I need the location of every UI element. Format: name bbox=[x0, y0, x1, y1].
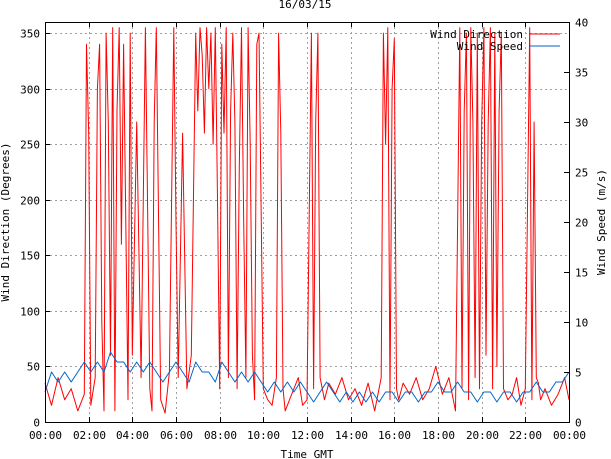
series-line-wind-speed bbox=[44, 351, 570, 403]
x-tick-label: 00:00 bbox=[553, 429, 586, 442]
series-layer bbox=[44, 27, 570, 414]
x-tick-label: 02:00 bbox=[73, 429, 106, 442]
y-right-tick-label: 20 bbox=[575, 217, 588, 230]
x-tick-label: 16:00 bbox=[378, 429, 411, 442]
y-left-tick-label: 0 bbox=[33, 417, 40, 430]
y-left-tick-label: 250 bbox=[20, 139, 40, 152]
y-right-tick-labels: 0 5 10 15 20 25 30 35 40 bbox=[575, 17, 588, 430]
chart-title: 16/03/15 bbox=[279, 0, 332, 11]
x-tick-label: 22:00 bbox=[509, 429, 542, 442]
y-left-tick-label: 200 bbox=[20, 195, 40, 208]
x-tick-label: 18:00 bbox=[422, 429, 455, 442]
y-left-tick-label: 50 bbox=[27, 361, 40, 374]
x-tick-label: 10:00 bbox=[247, 429, 280, 442]
y-right-tick-label: 10 bbox=[575, 317, 588, 330]
tick-marks bbox=[45, 22, 570, 423]
y-right-tick-label: 5 bbox=[575, 367, 582, 380]
x-tick-label: 14:00 bbox=[335, 429, 368, 442]
y-axis-right-label: Wind Speed (m/s) bbox=[595, 169, 608, 275]
y-right-tick-label: 15 bbox=[575, 267, 588, 280]
x-tick-label: 12:00 bbox=[291, 429, 324, 442]
grid-lines bbox=[45, 22, 569, 422]
series-line-wind-direction bbox=[44, 27, 570, 414]
y-left-tick-labels: 0 50 100 150 200 250 300 350 bbox=[20, 28, 40, 430]
x-tick-labels: 00:00 02:00 04:00 06:00 08:00 10:00 12:00 14:00… bbox=[29, 429, 586, 442]
x-tick-label: 20:00 bbox=[466, 429, 499, 442]
legend-label-wind-speed: Wind Speed bbox=[457, 40, 523, 53]
y-right-tick-label: 40 bbox=[575, 17, 588, 30]
y-right-tick-label: 25 bbox=[575, 167, 588, 180]
y-left-tick-label: 100 bbox=[20, 306, 40, 319]
x-tick-label: 08:00 bbox=[204, 429, 237, 442]
x-tick-label: 06:00 bbox=[160, 429, 193, 442]
y-right-tick-label: 0 bbox=[575, 417, 582, 430]
x-tick-label: 00:00 bbox=[29, 429, 62, 442]
legend-label-wind-direction: Wind Direction bbox=[430, 28, 523, 41]
y-left-tick-label: 300 bbox=[20, 84, 40, 97]
y-axis-left-label: Wind Direction (Degrees) bbox=[0, 143, 12, 302]
x-tick-label: 04:00 bbox=[116, 429, 149, 442]
x-axis-label: Time GMT bbox=[281, 448, 334, 459]
y-right-tick-label: 35 bbox=[575, 67, 588, 80]
y-right-tick-label: 30 bbox=[575, 117, 588, 130]
legend: Wind Direction Wind Speed bbox=[430, 28, 560, 53]
y-left-tick-label: 350 bbox=[20, 28, 40, 41]
y-left-tick-label: 150 bbox=[20, 250, 40, 263]
